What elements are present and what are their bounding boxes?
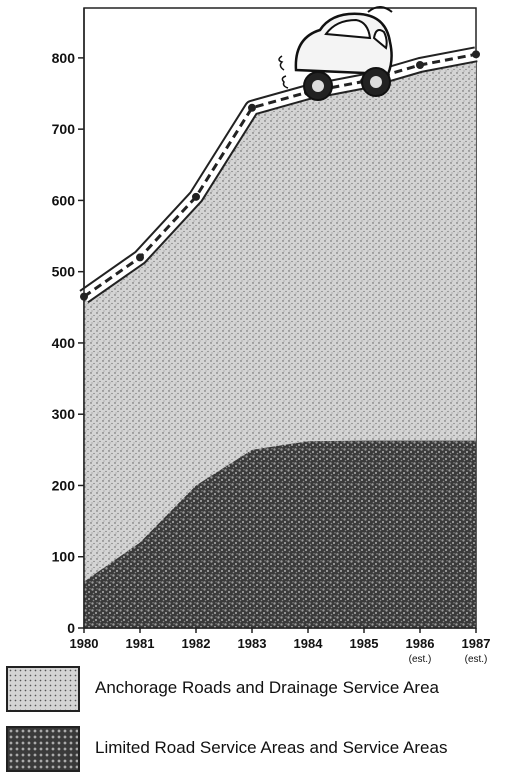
x-tick-sublabel: (est.) — [409, 654, 432, 665]
legend-swatch-limited — [6, 726, 80, 772]
y-tick-label: 200 — [52, 477, 76, 493]
legend-item-anchorage: Anchorage Roads and Drainage Service Are… — [0, 666, 522, 716]
y-tick-label: 300 — [52, 406, 76, 422]
legend-label-limited: Limited Road Service Areas and Service A… — [95, 738, 448, 757]
series-line-anchorage — [83, 52, 477, 298]
y-tick-label: 800 — [52, 50, 76, 66]
x-tick-label: 1985 — [350, 636, 379, 651]
x-tick-label: 1987 — [462, 636, 491, 651]
car-illustration — [278, 6, 393, 101]
x-tick-label: 1983 — [238, 636, 267, 651]
x-tick-label: 1981 — [126, 636, 155, 651]
legend-swatch-anchorage — [6, 666, 80, 712]
x-tick-sublabel: (est.) — [465, 654, 488, 665]
data-point-anchorage — [192, 192, 200, 201]
area-limited — [84, 440, 476, 628]
y-tick-label: 700 — [52, 121, 76, 137]
y-tick-label: 0 — [67, 620, 75, 636]
y-tick-label: 400 — [52, 335, 76, 351]
legend-item-limited: Limited Road Service Areas and Service A… — [0, 726, 522, 776]
x-tick-label: 1982 — [182, 636, 211, 651]
x-tick-label: 1980 — [70, 636, 99, 651]
data-point-anchorage — [416, 61, 424, 70]
data-point-anchorage — [136, 253, 144, 262]
data-point-anchorage — [472, 50, 480, 59]
y-tick-label: 500 — [52, 264, 76, 280]
y-tick-label: 100 — [52, 549, 76, 565]
y-tick-label: 600 — [52, 192, 76, 208]
x-tick-label: 1986 — [406, 636, 435, 651]
x-tick-label: 1984 — [294, 636, 324, 651]
data-point-anchorage — [248, 103, 256, 112]
plot-area — [79, 7, 480, 629]
axes: 0 100 200 300 400 500 600 700 800 1980 1981 1982 198… — [52, 8, 491, 665]
legend-label-anchorage: Anchorage Roads and Drainage Service Are… — [95, 678, 439, 697]
